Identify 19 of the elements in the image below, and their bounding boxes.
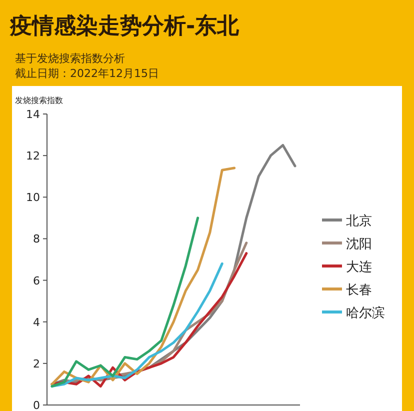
y-tick-label: 6 (33, 274, 40, 288)
line-series (50, 262, 224, 388)
y-tick-label: 2 (33, 357, 40, 370)
y-tick-label: 8 (33, 232, 40, 246)
y-axis-title: 发烧搜索指数 (15, 96, 63, 105)
legend-label: 哈尔滨 (346, 305, 385, 321)
line-series (50, 216, 200, 388)
y-tick-label: 12 (26, 150, 40, 163)
legend-label: 沈阳 (346, 237, 372, 252)
y-tick-label: 10 (26, 191, 40, 204)
chart-subtitle: 基于发烧搜索指数分析 (15, 52, 125, 65)
y-tick-label: 14 (26, 108, 40, 121)
y-tick-label: 4 (33, 316, 40, 329)
text: 截止日期：2022年12月15日 (15, 67, 159, 80)
legend-label: 北京 (346, 214, 372, 229)
chart-title: 疫情感染走势分析-东北 (9, 13, 240, 39)
y-tick-label: 0 (33, 399, 40, 411)
legend-label: 大连 (346, 260, 372, 275)
legend-label: 长春 (346, 283, 372, 298)
